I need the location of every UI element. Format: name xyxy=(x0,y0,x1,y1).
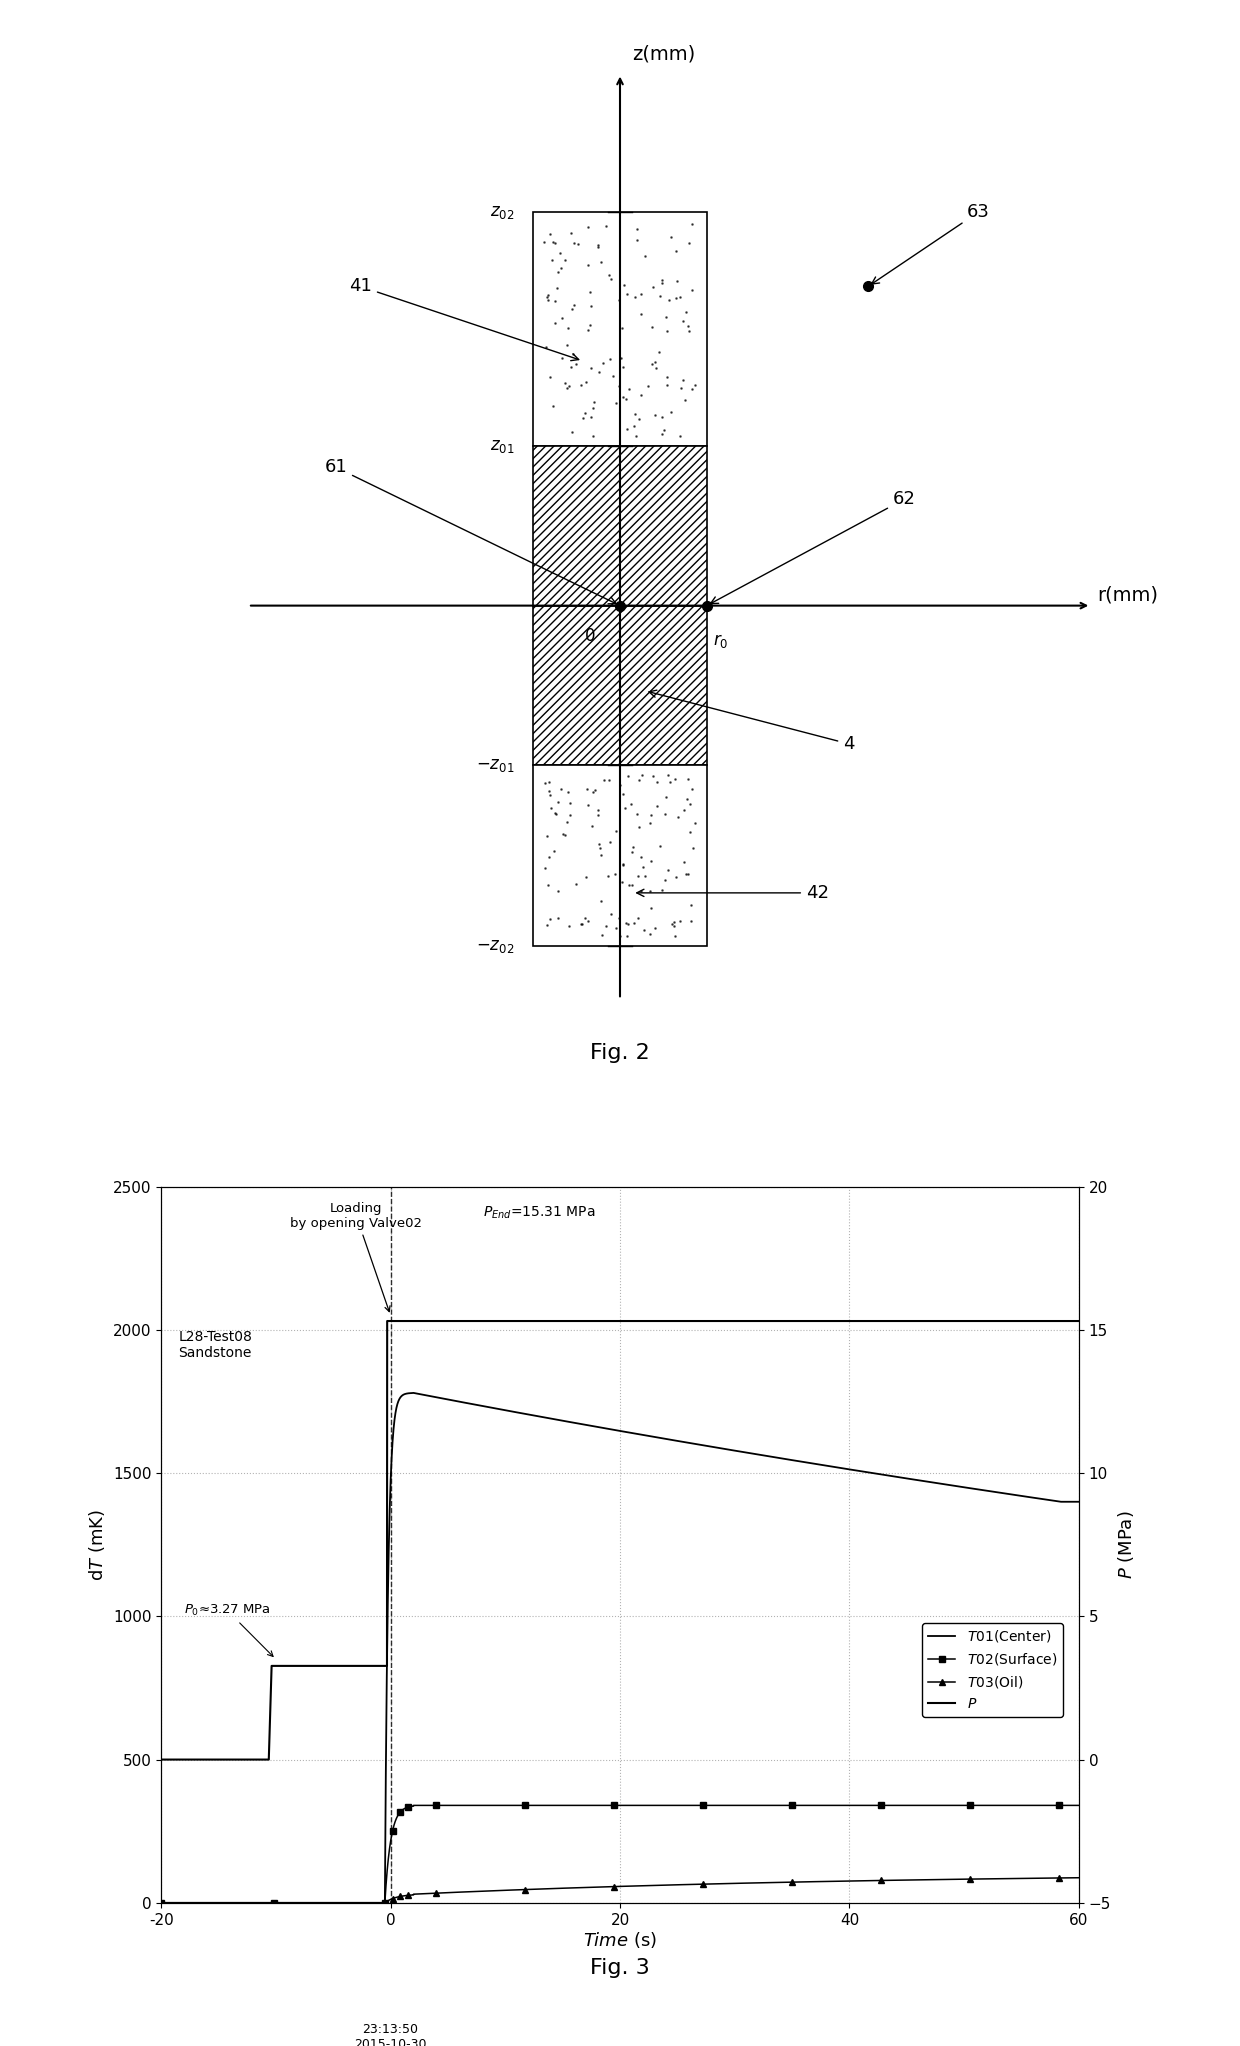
Text: 23:13:50
2015-10-30: 23:13:50 2015-10-30 xyxy=(355,2023,427,2046)
Text: 62: 62 xyxy=(711,491,915,604)
Text: $r_0$: $r_0$ xyxy=(713,632,728,651)
Text: $z_{02}$: $z_{02}$ xyxy=(490,203,515,221)
Text: Fig. 2: Fig. 2 xyxy=(590,1043,650,1064)
Text: $P_{End}$=15.31 MPa: $P_{End}$=15.31 MPa xyxy=(484,1205,596,1221)
Text: 63: 63 xyxy=(872,203,990,284)
Bar xyxy=(533,765,707,945)
X-axis label: $\mathit{Time}$ (s): $\mathit{Time}$ (s) xyxy=(583,1929,657,1950)
Text: L28-Test08
Sandstone: L28-Test08 Sandstone xyxy=(179,1330,252,1361)
Bar xyxy=(533,213,707,446)
Text: $-z_{01}$: $-z_{01}$ xyxy=(476,757,515,773)
Text: z(mm): z(mm) xyxy=(632,45,696,63)
Text: $z_{01}$: $z_{01}$ xyxy=(490,438,515,454)
Text: 61: 61 xyxy=(325,458,616,604)
Text: 42: 42 xyxy=(636,884,830,902)
Y-axis label: d$\mathit{T}$ (mK): d$\mathit{T}$ (mK) xyxy=(88,1508,108,1582)
Text: Loading
by opening Valve02: Loading by opening Valve02 xyxy=(290,1201,422,1311)
Text: $-z_{02}$: $-z_{02}$ xyxy=(476,937,515,955)
Text: 0: 0 xyxy=(585,626,595,644)
Text: 4: 4 xyxy=(649,690,854,753)
Y-axis label: $P$ (MPa): $P$ (MPa) xyxy=(1116,1510,1136,1580)
Text: 41: 41 xyxy=(350,278,579,360)
Legend: $T$01(Center), $T$02(Surface), $T$03(Oil), $P$: $T$01(Center), $T$02(Surface), $T$03(Oil… xyxy=(923,1622,1063,1717)
Text: r(mm): r(mm) xyxy=(1097,585,1158,604)
Text: Fig. 3: Fig. 3 xyxy=(590,1958,650,1978)
Text: $P_0$≈3.27 MPa: $P_0$≈3.27 MPa xyxy=(185,1604,273,1657)
Bar xyxy=(533,446,707,765)
